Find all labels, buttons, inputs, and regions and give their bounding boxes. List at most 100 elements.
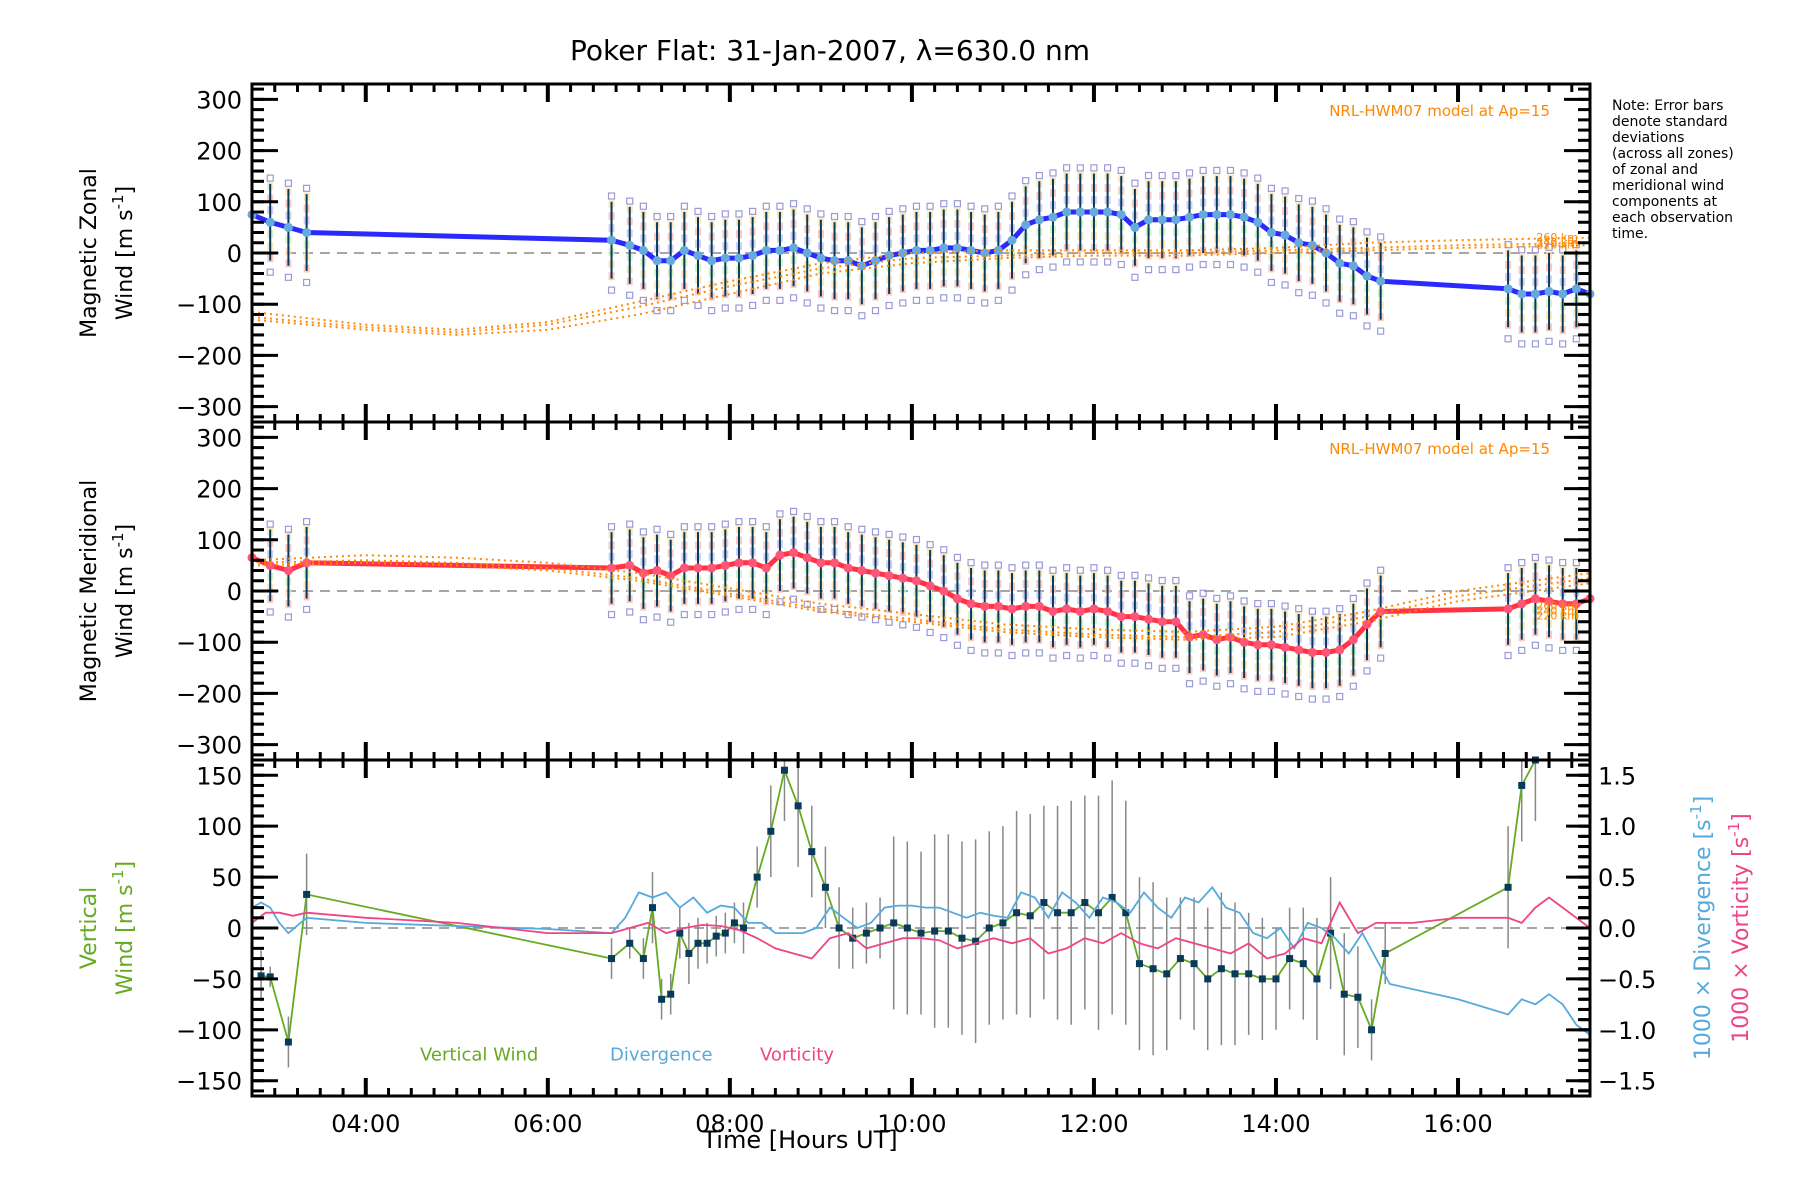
- zone-sample-marker: [899, 299, 907, 307]
- data-point: [679, 563, 689, 573]
- y-tick-label: 0: [227, 578, 242, 606]
- x-tick-label: 06:00: [513, 1110, 582, 1138]
- zone-sample-marker: [1240, 597, 1248, 605]
- data-point: [1253, 640, 1263, 650]
- zone-sample-marker: [803, 299, 811, 307]
- data-point: [1517, 289, 1527, 299]
- zone-sample-marker: [830, 212, 839, 221]
- zone-sample-marker: [1545, 337, 1553, 345]
- zone-sample-marker: [803, 512, 811, 521]
- data-point: [1503, 604, 1513, 614]
- series-line-meridional-wind-mean-: [252, 550, 1590, 655]
- zone-sample-marker: [1144, 574, 1153, 582]
- data-point: [1212, 635, 1222, 645]
- label-superscript: -1: [1725, 822, 1743, 837]
- zone-sample-marker: [981, 649, 989, 657]
- zone-sample-marker: [653, 307, 661, 315]
- data-point: [1266, 640, 1276, 650]
- zone-sample-marker: [1295, 194, 1303, 203]
- y2-tick-label: −1.5: [1598, 1068, 1656, 1096]
- data-point: [925, 581, 935, 591]
- zone-sample-marker: [1117, 166, 1125, 175]
- zone-sample-marker: [735, 210, 743, 218]
- zone-sample-marker: [1254, 599, 1262, 608]
- data-point: [1327, 929, 1335, 937]
- note-line: of zonal and: [1612, 162, 1698, 178]
- zone-sample-marker: [1518, 246, 1526, 254]
- zone-sample-marker: [871, 616, 880, 624]
- series-line-nrl-hwm07-220-km: [252, 244, 1590, 336]
- data-point: [1544, 596, 1554, 606]
- zone-sample-marker: [1349, 682, 1357, 690]
- label-close: ]: [1691, 796, 1716, 805]
- zone-sample-marker: [762, 202, 770, 210]
- data-point: [303, 890, 311, 898]
- x-axis-label: Time [Hours UT]: [701, 1126, 897, 1154]
- legend-item: Vorticity: [760, 1044, 834, 1065]
- zone-sample-marker: [1336, 692, 1344, 701]
- zone-sample-marker: [1308, 607, 1316, 615]
- zone-sample-marker: [1185, 592, 1194, 600]
- model-label: NRL-HWM07 model at Ap=15: [1329, 102, 1550, 120]
- data-point: [1225, 210, 1235, 220]
- y2-tick-label: −0.5: [1598, 966, 1656, 994]
- zone-sample-marker: [885, 301, 893, 310]
- zone-sample-marker: [749, 207, 757, 215]
- data-point: [884, 571, 894, 581]
- zone-sample-marker: [680, 610, 688, 619]
- zone-sample-marker: [1559, 246, 1567, 254]
- data-point: [1280, 642, 1290, 652]
- data-point: [740, 924, 748, 932]
- zone-sample-marker: [1199, 677, 1207, 685]
- zone-sample-marker: [1240, 169, 1248, 177]
- altitude-label: 240 km: [1536, 236, 1578, 249]
- zone-sample-marker: [1559, 558, 1567, 567]
- zone-sample-marker: [1545, 243, 1553, 251]
- data-point: [1245, 970, 1253, 978]
- data-point: [1089, 207, 1099, 217]
- zone-sample-marker: [1022, 177, 1030, 185]
- zone-sample-marker: [1377, 654, 1385, 662]
- zone-sample-marker: [967, 558, 975, 567]
- zone-sample-marker: [1349, 218, 1357, 226]
- data-point: [993, 245, 1003, 255]
- zone-sample-marker: [1518, 646, 1526, 655]
- data-point: [830, 558, 840, 568]
- zone-sample-marker: [1172, 266, 1180, 274]
- data-point: [1239, 212, 1249, 222]
- zone-sample-marker: [1090, 258, 1098, 266]
- y-axis-label: Magnetic Zonal: [77, 168, 102, 338]
- units-close: ]: [113, 186, 138, 195]
- data-point: [1040, 899, 1048, 907]
- data-point: [911, 576, 921, 586]
- series-line-nrl-hwm07-220-km: [252, 561, 1590, 641]
- data-point: [1272, 975, 1280, 983]
- data-point: [648, 904, 656, 912]
- zone-sample-marker: [1213, 260, 1221, 269]
- data-point: [666, 571, 676, 581]
- zone-sample-marker: [1322, 299, 1330, 307]
- zone-sample-marker: [607, 192, 616, 200]
- zone-sample-marker: [667, 212, 675, 221]
- zone-sample-marker: [1308, 695, 1316, 703]
- zone-sample-marker: [284, 179, 293, 187]
- zone-sample-marker: [653, 212, 661, 221]
- data-point: [1518, 781, 1526, 789]
- zone-sample-marker: [284, 273, 293, 281]
- data-point: [890, 919, 898, 927]
- data-point: [1157, 215, 1167, 225]
- y-tick-label: −300: [176, 394, 242, 422]
- data-point: [1021, 220, 1031, 230]
- zone-sample-marker: [1240, 263, 1248, 271]
- data-point: [1348, 635, 1358, 645]
- zone-sample-marker: [1076, 164, 1084, 172]
- note-line: meridional wind: [1612, 178, 1724, 194]
- zone-sample-marker: [1545, 644, 1553, 652]
- note-line: Note: Error bars: [1612, 98, 1723, 114]
- zone-sample-marker: [626, 608, 634, 616]
- zone-sample-marker: [708, 212, 716, 221]
- units-superscript: -1: [109, 869, 127, 884]
- zone-sample-marker: [789, 200, 798, 208]
- data-point: [939, 243, 949, 253]
- data-point: [1225, 632, 1235, 642]
